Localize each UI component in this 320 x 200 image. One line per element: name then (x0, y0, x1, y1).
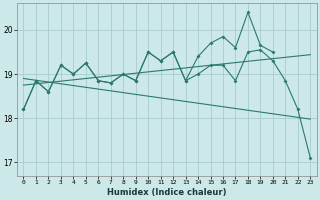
X-axis label: Humidex (Indice chaleur): Humidex (Indice chaleur) (107, 188, 227, 197)
